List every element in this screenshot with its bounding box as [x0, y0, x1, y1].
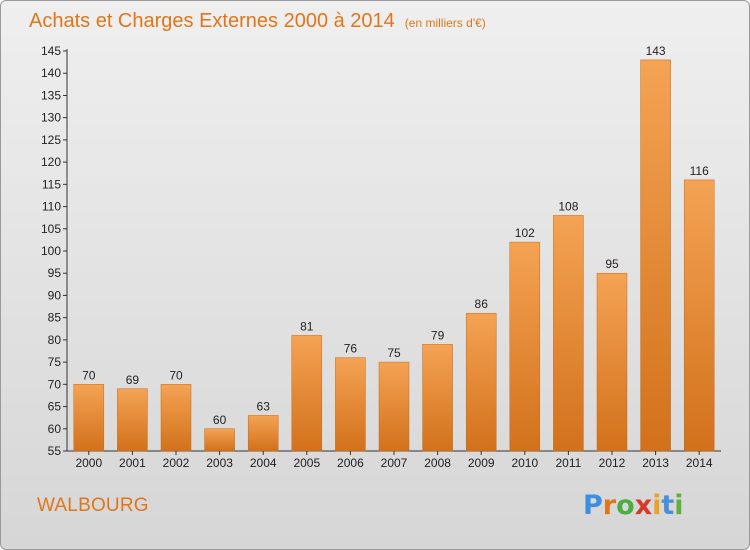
logo-letter: t	[661, 490, 675, 521]
x-tick-label-2003: 2003	[206, 456, 233, 470]
bar-2000	[73, 384, 105, 452]
y-tick-label: 120	[41, 155, 61, 169]
x-tick-label-2007: 2007	[381, 456, 408, 470]
bar-2005	[291, 335, 323, 452]
chart-title: Achats et Charges Externes 2000 à 2014 (e…	[29, 9, 486, 35]
x-tick-label-2014: 2014	[686, 456, 713, 470]
y-tick-label: 75	[48, 355, 62, 369]
data-label-2013: 143	[646, 44, 666, 58]
data-label-2014: 116	[690, 164, 709, 178]
x-tick-label-2000: 2000	[75, 456, 102, 470]
logo-letter: r	[602, 490, 617, 521]
y-tick-label: 55	[48, 444, 62, 458]
y-tick-label: 100	[41, 244, 61, 258]
x-tick-label-2008: 2008	[424, 456, 451, 470]
chart-title-text: Achats et Charges Externes 2000 à 2014	[29, 10, 395, 32]
data-label-2011: 108	[558, 199, 578, 213]
data-label-2003: 60	[213, 413, 227, 427]
y-tick-label: 90	[48, 288, 62, 302]
x-tick-label-2004: 2004	[250, 456, 277, 470]
bar-2011	[553, 215, 584, 452]
chart-subtitle: (en milliers d'€)	[404, 16, 486, 30]
x-tick-label-2013: 2013	[642, 456, 669, 470]
y-tick-label: 80	[48, 333, 62, 347]
bar-2014	[683, 179, 715, 452]
bar-2010	[509, 241, 541, 452]
bar-2001	[117, 388, 148, 452]
bar-2009	[465, 312, 497, 452]
x-tick-label-2009: 2009	[468, 456, 495, 470]
data-label-2010: 102	[515, 226, 535, 240]
y-tick-label: 130	[41, 111, 61, 125]
bar-2002	[160, 384, 192, 452]
y-tick-label: 145	[41, 44, 61, 58]
logo-letter: o	[616, 490, 635, 521]
logo-letter: P	[583, 490, 603, 521]
y-tick-label: 115	[42, 177, 61, 191]
y-tick-label: 110	[42, 200, 61, 214]
data-label-2004: 63	[257, 399, 271, 413]
y-tick-label: 95	[48, 266, 62, 280]
data-label-2005: 81	[300, 319, 314, 333]
y-tick-label: 135	[41, 88, 61, 102]
x-tick-label-2012: 2012	[599, 456, 626, 470]
x-tick-label-2010: 2010	[511, 456, 538, 470]
data-label-2001: 69	[126, 373, 140, 387]
x-tick-label-2006: 2006	[337, 456, 364, 470]
logo-letter: i	[674, 490, 684, 521]
x-tick-label-2001: 2001	[119, 456, 146, 470]
y-tick-label: 105	[41, 222, 61, 236]
bar-2013	[640, 59, 671, 452]
data-label-2009: 86	[475, 297, 489, 311]
y-tick-label: 85	[48, 311, 62, 325]
y-tick-label: 70	[48, 377, 62, 391]
y-tick-label: 125	[41, 133, 61, 147]
y-tick-label: 65	[48, 400, 62, 414]
x-tick-label-2011: 2011	[555, 456, 581, 470]
bar-2008	[422, 344, 453, 452]
x-tick-label-2005: 2005	[293, 456, 320, 470]
data-label-2007: 75	[387, 346, 401, 360]
bar-2003	[204, 428, 235, 452]
logo-letter: i	[652, 490, 662, 521]
data-label-2006: 76	[344, 342, 358, 356]
bar-2012	[596, 272, 628, 452]
proxiti-logo[interactable]: Proxiti	[583, 490, 684, 522]
x-tick-label-2002: 2002	[163, 456, 190, 470]
data-label-2002: 70	[169, 368, 183, 382]
y-tick-label: 60	[48, 422, 62, 436]
bar-2006	[335, 357, 366, 452]
bar-2004	[247, 415, 279, 452]
bar-2007	[378, 361, 410, 452]
data-label-2000: 70	[82, 368, 96, 382]
data-label-2012: 95	[605, 257, 619, 271]
y-tick-label: 140	[41, 66, 61, 80]
commune-name: WALBOURG	[37, 495, 149, 516]
logo-letter: x	[634, 490, 653, 521]
data-label-2008: 79	[431, 328, 445, 342]
